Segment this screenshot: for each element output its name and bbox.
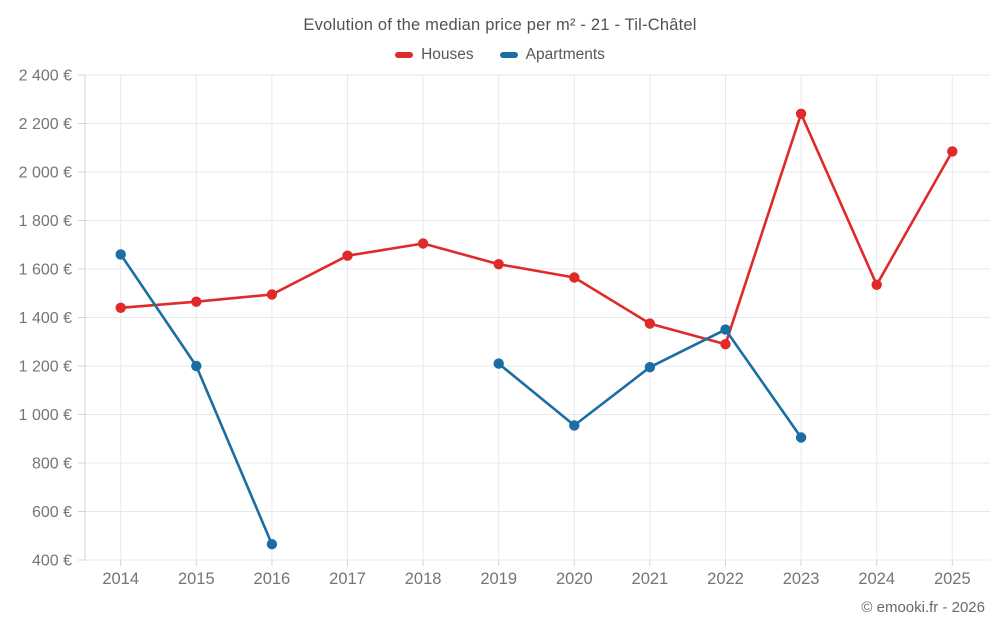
x-tick-label: 2020 (556, 570, 593, 588)
y-tick-label: 2 200 € (19, 116, 72, 133)
y-tick-label: 1 800 € (19, 213, 72, 230)
data-point-houses-2015[interactable] (191, 296, 202, 307)
legend-label-houses: Houses (421, 46, 474, 63)
y-tick-label: 800 € (32, 456, 72, 473)
y-tick-label: 1 400 € (19, 310, 72, 327)
x-tick-label: 2023 (783, 570, 820, 588)
x-tick-label: 2015 (178, 570, 215, 588)
y-tick-label: 1 200 € (19, 359, 72, 376)
data-point-apartments-2020[interactable] (569, 420, 580, 431)
data-point-houses-2021[interactable] (644, 318, 656, 329)
chart-legend: Houses Apartments (0, 46, 1000, 64)
data-point-houses-2025[interactable] (947, 146, 958, 157)
data-point-houses-2014[interactable] (115, 302, 126, 313)
legend-swatch-apartments (499, 52, 518, 58)
data-point-apartments-2016[interactable] (266, 539, 278, 550)
x-tick-label: 2018 (405, 570, 442, 588)
y-tick-label: 2 400 € (19, 68, 72, 85)
chart-title: Evolution of the median price per m² - 2… (303, 16, 697, 34)
y-tick-label: 2 000 € (19, 165, 72, 182)
data-point-houses-2022[interactable] (720, 339, 731, 350)
x-tick-label: 2019 (480, 570, 517, 588)
legend-item-apartments[interactable]: Apartments (499, 46, 605, 64)
x-tick-label: 2016 (254, 570, 291, 588)
data-point-houses-2018[interactable] (417, 238, 429, 249)
data-point-apartments-2019[interactable] (493, 358, 504, 369)
legend-swatch-houses (395, 52, 414, 58)
legend-item-houses[interactable]: Houses (395, 46, 474, 64)
x-tick-label: 2022 (707, 570, 744, 588)
legend-label-apartments: Apartments (525, 46, 605, 63)
x-tick-label: 2017 (329, 570, 366, 588)
y-tick-label: 1 600 € (19, 262, 72, 279)
y-tick-label: 600 € (32, 504, 72, 521)
data-point-houses-2016[interactable] (266, 289, 278, 300)
data-point-houses-2023[interactable] (795, 108, 807, 120)
y-tick-label: 1 000 € (19, 407, 72, 424)
series-line-apartments (119, 253, 803, 546)
data-point-apartments-2023[interactable] (795, 432, 807, 443)
x-tick-label: 2014 (102, 570, 139, 588)
data-point-apartments-2015[interactable] (191, 360, 202, 372)
data-point-apartments-2014[interactable] (115, 249, 126, 260)
data-point-houses-2019[interactable] (493, 259, 504, 270)
x-tick-label: 2025 (934, 570, 971, 588)
data-point-apartments-2022[interactable] (720, 324, 731, 335)
copyright-text: © emooki.fr - 2026 (861, 599, 985, 616)
x-tick-label: 2021 (632, 570, 669, 588)
data-point-apartments-2021[interactable] (644, 362, 656, 373)
series-line-houses (119, 112, 954, 346)
data-point-houses-2017[interactable] (342, 250, 353, 261)
y-tick-label: 400 € (32, 553, 72, 570)
x-tick-label: 2024 (858, 570, 895, 588)
data-point-houses-2020[interactable] (569, 272, 580, 283)
data-point-houses-2024[interactable] (871, 279, 882, 290)
